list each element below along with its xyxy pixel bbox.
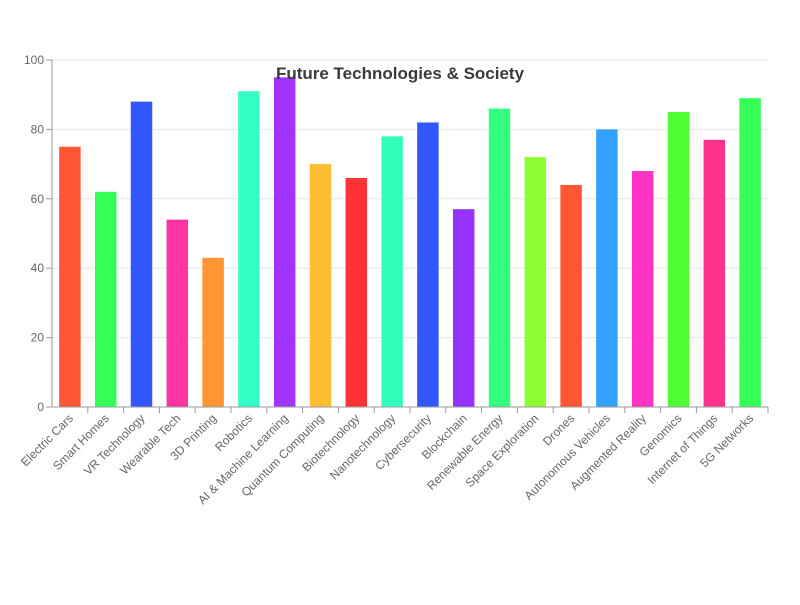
grid-layer — [52, 59, 768, 408]
bar[interactable] — [703, 139, 726, 407]
bar[interactable] — [739, 98, 761, 408]
bar[interactable] — [94, 191, 117, 407]
bar[interactable] — [488, 108, 511, 407]
y-tick-label: 20 — [31, 331, 45, 345]
bar[interactable] — [417, 122, 439, 408]
bar[interactable] — [560, 184, 582, 407]
bar[interactable] — [309, 164, 332, 407]
bar[interactable] — [166, 219, 189, 407]
bar[interactable] — [452, 209, 475, 407]
bar[interactable] — [273, 77, 296, 407]
bar[interactable] — [130, 101, 153, 407]
bar[interactable] — [59, 146, 81, 407]
bar[interactable] — [202, 257, 224, 407]
y-tick-label: 100 — [24, 53, 44, 67]
bar[interactable] — [524, 157, 547, 407]
bar[interactable] — [667, 112, 690, 408]
y-tick-label: 40 — [31, 261, 45, 275]
bar[interactable] — [631, 171, 654, 407]
chart-title: Future Technologies & Society — [276, 64, 525, 83]
bars-layer — [59, 77, 761, 408]
bar[interactable] — [596, 129, 618, 407]
bar[interactable] — [345, 177, 368, 407]
bar[interactable] — [381, 136, 403, 407]
y-tick-label: 60 — [31, 192, 45, 206]
y-tick-label: 80 — [31, 122, 45, 136]
y-tick-label: 0 — [37, 400, 44, 414]
bar[interactable] — [238, 91, 260, 407]
